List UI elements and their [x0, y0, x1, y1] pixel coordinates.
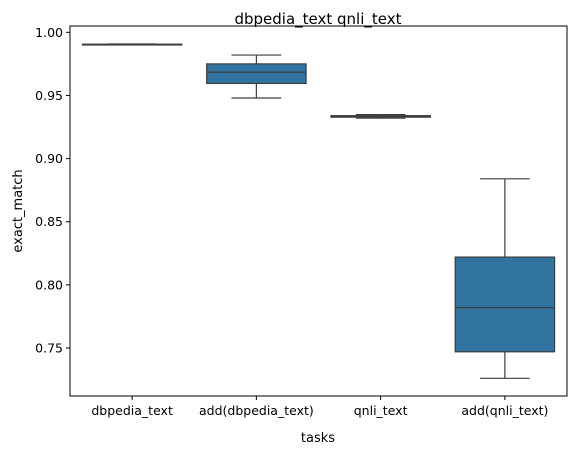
y-tick-label: 1.00: [35, 25, 63, 40]
iqr-box: [454, 256, 556, 353]
chart-title: dbpedia_text qnli_text: [234, 10, 401, 29]
y-tick-label: 0.75: [35, 341, 63, 356]
box-series: [81, 43, 556, 379]
x-axis-ticks: dbpedia_text add(dbpedia_text) qnli_text ad…: [91, 396, 548, 418]
x-axis-label: tasks: [301, 431, 335, 446]
x-tick-label: add(dbpedia_text): [199, 403, 314, 418]
box-1: [81, 43, 183, 46]
box-3: [330, 114, 431, 119]
x-tick-label: dbpedia_text: [91, 403, 173, 418]
y-tick-label: 0.95: [35, 88, 63, 103]
x-tick-label: qnli_text: [354, 403, 408, 418]
y-tick-label: 0.80: [35, 277, 63, 292]
plot-frame: [69, 25, 568, 397]
y-tick-label: 0.85: [35, 214, 63, 229]
iqr-box: [206, 63, 307, 85]
y-axis-label: exact_match: [11, 169, 26, 252]
x-tick-label: add(qnli_text): [461, 403, 548, 418]
y-tick-label: 0.90: [35, 151, 63, 166]
box-2: [206, 54, 307, 99]
box-4: [454, 178, 556, 379]
y-axis-ticks: 0.75 0.80 0.85 0.90 0.95 1.00: [35, 25, 70, 356]
